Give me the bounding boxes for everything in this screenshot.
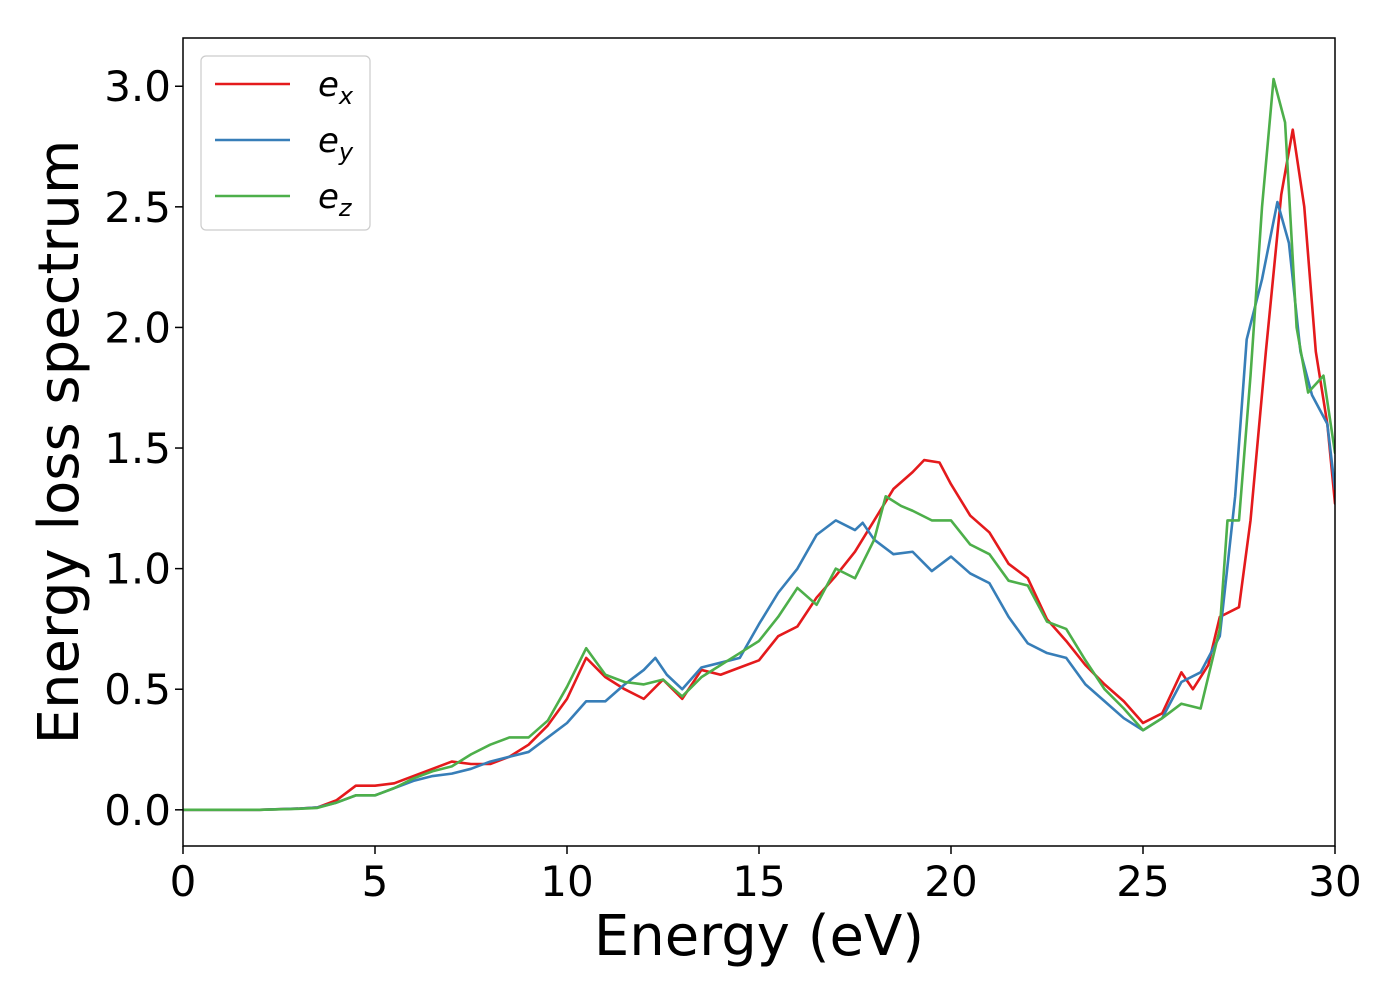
x-tick-label: 15 [732, 857, 785, 906]
x-tick-label: 5 [362, 857, 389, 906]
legend-label-e-z: ez [318, 177, 353, 222]
legend: ex ey ez [200, 55, 371, 231]
axes: 0 5 10 15 20 25 30 0.0 0.5 1.0 1.5 2.0 2.5 3.0 [104, 37, 1362, 906]
plot-area [183, 77, 1335, 812]
y-tick-label: 2.0 [104, 303, 171, 352]
legend-label-e-y: ey [318, 121, 354, 166]
series-line-e-y [183, 200, 1335, 812]
y-tick-label: 3.0 [104, 62, 171, 111]
series-line-e-x [183, 128, 1335, 812]
y-tick-label: 1.0 [104, 545, 171, 594]
x-tick-label: 25 [1116, 857, 1169, 906]
x-tick-label: 30 [1308, 857, 1361, 906]
y-axis-label: Energy loss spectrum [27, 140, 92, 745]
x-axis-label: Energy (eV) [594, 904, 924, 969]
x-tick-label: 0 [170, 857, 197, 906]
y-tick-label: 2.5 [104, 183, 171, 232]
legend-frame [200, 55, 371, 231]
legend-label-e-x: ex [318, 65, 354, 110]
y-tick-label: 0.0 [104, 786, 171, 835]
y-tick-label: 1.5 [104, 424, 171, 473]
y-tick-label: 0.5 [104, 665, 171, 714]
x-tick-label: 20 [924, 857, 977, 906]
series-line-e-z [183, 77, 1335, 812]
x-tick-label: 10 [540, 857, 593, 906]
